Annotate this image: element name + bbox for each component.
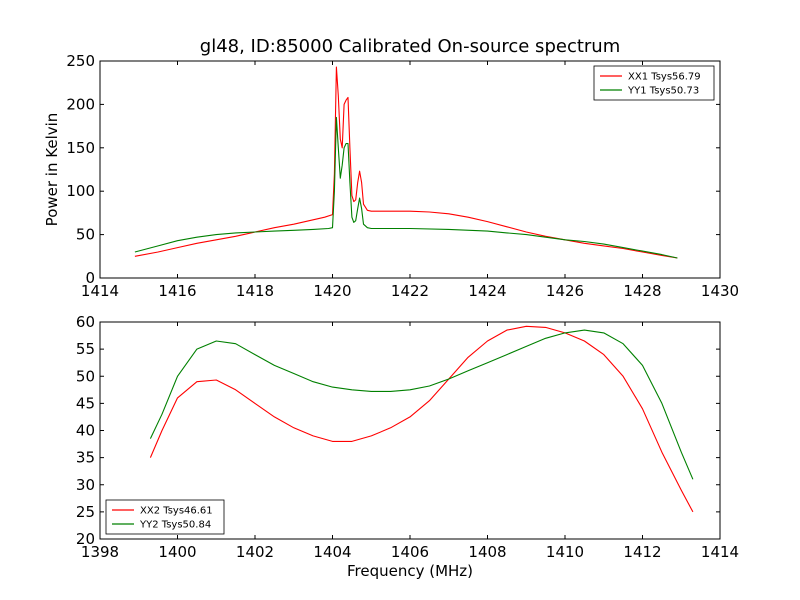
chart-title: gl48, ID:85000 Calibrated On-source spec… xyxy=(200,36,620,57)
x-tick-label: 1426 xyxy=(546,282,584,300)
x-tick-label: 1402 xyxy=(236,543,274,561)
x-axis-label: Frequency (MHz) xyxy=(347,562,473,580)
y-tick-label: 100 xyxy=(66,182,95,200)
series-line-xx1 xyxy=(134,66,678,259)
y-tick-label: 50 xyxy=(76,226,95,244)
x-tick-label: 1428 xyxy=(623,282,661,300)
legend-label: YY1 Tsys50.73 xyxy=(627,86,699,97)
y-tick-label: 0 xyxy=(85,269,95,287)
legend: XX1 Tsys56.79 YY1 Tsys50.73 xyxy=(593,65,715,101)
x-tick-label: 1398 xyxy=(81,543,119,561)
x-tick-label: 1420 xyxy=(313,282,351,300)
x-tick-label: 1414 xyxy=(701,543,739,561)
x-tick-label: 1418 xyxy=(236,282,274,300)
y-tick-label: 30 xyxy=(76,476,95,494)
x-tick-label: 1430 xyxy=(701,282,739,300)
y-tick-label: 35 xyxy=(76,449,95,467)
top-chart-panel: 1414 1416 1418 1420 1422 1424 1426 1428 1430 0 50 1… xyxy=(43,52,739,300)
series-line-xx2 xyxy=(149,325,694,513)
y-tick-label: 200 xyxy=(66,95,95,113)
x-tick-label: 1416 xyxy=(158,282,196,300)
x-tick-label: 1424 xyxy=(468,282,506,300)
y-tick-label: 60 xyxy=(76,313,95,331)
x-tick-label: 1414 xyxy=(81,282,119,300)
x-tick-label: 1422 xyxy=(391,282,429,300)
y-tick-label: 25 xyxy=(76,503,95,521)
y-tick-label: 45 xyxy=(76,394,95,412)
y-tick-label: 50 xyxy=(76,367,95,385)
legend-box xyxy=(593,65,715,101)
y-tick-label: 150 xyxy=(66,139,95,157)
x-tick-label: 1406 xyxy=(391,543,429,561)
series-line-yy1 xyxy=(134,116,678,259)
legend-box xyxy=(105,499,225,535)
x-tick-label: 1410 xyxy=(546,543,584,561)
y-tick-label: 20 xyxy=(76,530,95,548)
x-tick-label: 1412 xyxy=(623,543,661,561)
legend-label: XX1 Tsys56.79 xyxy=(628,72,701,83)
legend-label: YY2 Tsys50.84 xyxy=(139,520,211,531)
y-tick-label: 250 xyxy=(66,52,95,70)
x-tick-label: 1400 xyxy=(158,543,196,561)
y-tick-label: 55 xyxy=(76,340,95,358)
series-line-yy2 xyxy=(149,329,694,480)
legend: XX2 Tsys46.61 YY2 Tsys50.84 xyxy=(105,499,225,535)
y-axis-label: Power in Kelvin xyxy=(43,113,61,227)
legend-label: XX2 Tsys46.61 xyxy=(140,506,213,517)
y-tick-label: 40 xyxy=(76,422,95,440)
x-tick-label: 1408 xyxy=(468,543,506,561)
x-tick-label: 1404 xyxy=(313,543,351,561)
bottom-chart-panel: 1398 1400 1402 1404 1406 1408 1410 1412 1414 20 25… xyxy=(76,313,739,580)
